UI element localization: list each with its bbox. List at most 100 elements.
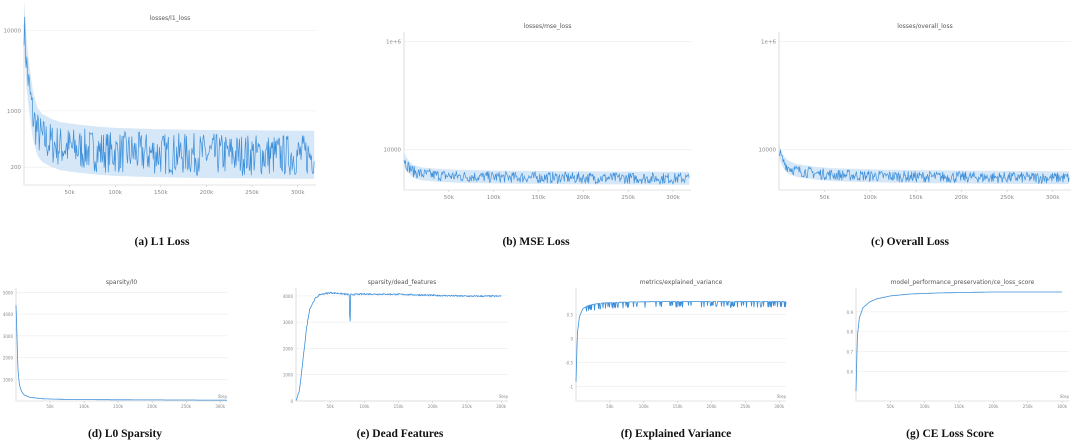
- x-tick-label: 250k: [462, 404, 473, 409]
- x-tick-label: 150k: [954, 404, 965, 409]
- series-range-band: [24, 0, 315, 179]
- y-tick-label: 5000: [3, 290, 14, 295]
- chart-mse-loss: losses/mse_loss 1e+6 10000 50k 100k 150k 200k 2…: [370, 20, 695, 210]
- x-tick-label: 100k: [863, 195, 877, 201]
- caption-explained-variance: (f) Explained Variance: [620, 428, 732, 440]
- x-tick-label: 100k: [359, 404, 370, 409]
- chart-dead-features-svg: sparsity/dead_features 4000 3000 2000 1000 0 5…: [283, 279, 509, 409]
- y-tick-label: -1: [569, 385, 573, 390]
- chart-l0-sparsity-svg: sparsity/l0 5000 4000 3000 2000 1000 50k 100k 15…: [3, 279, 228, 409]
- x-axis-end-label: Step: [218, 394, 228, 399]
- series-range-band: [404, 151, 690, 185]
- chart-title: model_performance_preservation/ce_loss_s…: [891, 279, 1035, 286]
- x-tick-label: 50k: [820, 195, 831, 201]
- x-tick-label: 250k: [181, 404, 192, 409]
- y-tick-label: 2000: [3, 356, 14, 361]
- series-line: [295, 291, 502, 401]
- x-tick-label: 150k: [532, 195, 546, 201]
- x-tick-label: 150k: [394, 404, 405, 409]
- y-tick-label: 0: [570, 336, 573, 341]
- y-tick-label: 0.7: [847, 349, 854, 354]
- x-tick-label: 100k: [639, 404, 650, 409]
- chart-explained-variance: metrics/explained_variance 0.5 0 -0.5 -1 50k 1…: [552, 278, 794, 413]
- x-tick-label: 200k: [200, 190, 214, 196]
- chart-title: sparsity/dead_features: [368, 279, 437, 286]
- x-tick-label: 150k: [154, 190, 168, 196]
- y-tick-label: 0: [290, 399, 293, 404]
- x-tick-label: 300k: [291, 190, 305, 196]
- series-line: [403, 159, 690, 186]
- series-line: [23, 16, 315, 176]
- chart-title: losses/l1_loss: [150, 15, 191, 22]
- chart-title: losses/mse_loss: [524, 23, 572, 30]
- y-tick-label: 0.9: [847, 310, 854, 315]
- x-tick-label: 250k: [245, 190, 259, 196]
- y-tick-label: 1000: [283, 373, 294, 378]
- x-tick-label: 100k: [920, 404, 931, 409]
- x-tick-label: 100k: [108, 190, 122, 196]
- caption-ce-loss-score: (g) CE Loss Score: [906, 428, 994, 440]
- x-tick-label: 300k: [774, 404, 785, 409]
- x-tick-label: 50k: [46, 404, 54, 409]
- caption-mse-loss: (b) MSE Loss: [502, 236, 570, 248]
- y-tick-label: 0.5: [567, 312, 574, 317]
- chart-ce-loss-score-svg: model_performance_preservation/ce_loss_s…: [847, 279, 1070, 409]
- series-line: [778, 149, 1070, 185]
- x-tick-label: 250k: [740, 404, 751, 409]
- y-tick-label: 10000: [384, 148, 402, 154]
- x-tick-label: 200k: [988, 404, 999, 409]
- x-tick-label: 100k: [487, 195, 501, 201]
- y-tick-label: 1000: [3, 377, 14, 382]
- y-tick-label: 1000: [7, 109, 21, 115]
- x-tick-label: 150k: [673, 404, 684, 409]
- chart-overall-loss: losses/overall_loss 1e+6 10000 50k 100k 150k 2…: [745, 20, 1075, 210]
- chart-dead-features: sparsity/dead_features 4000 3000 2000 1000 0 5…: [276, 278, 516, 413]
- x-tick-label: 300k: [496, 404, 507, 409]
- y-tick-label: 4000: [283, 294, 294, 299]
- chart-l0-sparsity: sparsity/l0 5000 4000 3000 2000 1000 50k 100k 15…: [0, 278, 235, 413]
- x-tick-label: 50k: [606, 404, 614, 409]
- x-tick-label: 200k: [147, 404, 158, 409]
- x-axis-end-label: Step: [499, 394, 509, 399]
- y-tick-label: -0.5: [565, 361, 573, 366]
- chart-ce-loss-score: model_performance_preservation/ce_loss_s…: [832, 278, 1077, 413]
- chart-mse-loss-svg: losses/mse_loss 1e+6 10000 50k 100k 150k 200k 2…: [384, 23, 691, 201]
- x-tick-label: 50k: [326, 404, 334, 409]
- x-tick-label: 200k: [707, 404, 718, 409]
- x-tick-label: 200k: [428, 404, 439, 409]
- x-tick-label: 250k: [1023, 404, 1034, 409]
- x-tick-label: 50k: [65, 190, 76, 196]
- caption-overall-loss: (c) Overall Loss: [871, 236, 949, 248]
- y-tick-label: 4000: [3, 312, 14, 317]
- x-tick-label: 50k: [887, 404, 895, 409]
- y-tick-label: 200: [11, 165, 22, 171]
- x-tick-label: 300k: [666, 195, 680, 201]
- x-tick-label: 300k: [1057, 404, 1068, 409]
- x-tick-label: 250k: [621, 195, 635, 201]
- y-tick-label: 3000: [3, 334, 14, 339]
- x-tick-label: 300k: [1046, 195, 1060, 201]
- chart-explained-variance-svg: metrics/explained_variance 0.5 0 -0.5 -1 50k 1…: [565, 279, 787, 409]
- x-tick-label: 150k: [113, 404, 124, 409]
- y-tick-label: 0.6: [847, 369, 854, 374]
- x-tick-label: 200k: [577, 195, 591, 201]
- y-tick-label: 2000: [283, 346, 294, 351]
- y-tick-label: 1e+6: [761, 40, 776, 46]
- x-tick-label: 300k: [215, 404, 226, 409]
- chart-l1-loss: losses/l1_loss 10000 1000 200 50k 100k 150k 200…: [0, 0, 320, 205]
- chart-title: metrics/explained_variance: [640, 279, 723, 286]
- x-axis-end-label: Step: [777, 394, 787, 399]
- x-axis-end-label: Step: [1060, 394, 1070, 399]
- series-line: [855, 291, 1063, 392]
- y-tick-label: 10000: [4, 28, 22, 34]
- caption-l0-sparsity: (d) L0 Sparsity: [87, 428, 163, 440]
- chart-title: sparsity/l0: [106, 279, 137, 286]
- x-tick-label: 250k: [1000, 195, 1014, 201]
- y-tick-label: 3000: [283, 320, 294, 325]
- x-tick-label: 50k: [444, 195, 455, 201]
- caption-l1-loss: (a) L1 Loss: [134, 236, 190, 248]
- y-tick-label: 0.8: [847, 330, 854, 335]
- series-line: [15, 305, 227, 401]
- chart-l1-loss-svg: losses/l1_loss 10000 1000 200 50k 100k 150k 200…: [4, 0, 316, 196]
- x-tick-label: 100k: [79, 404, 90, 409]
